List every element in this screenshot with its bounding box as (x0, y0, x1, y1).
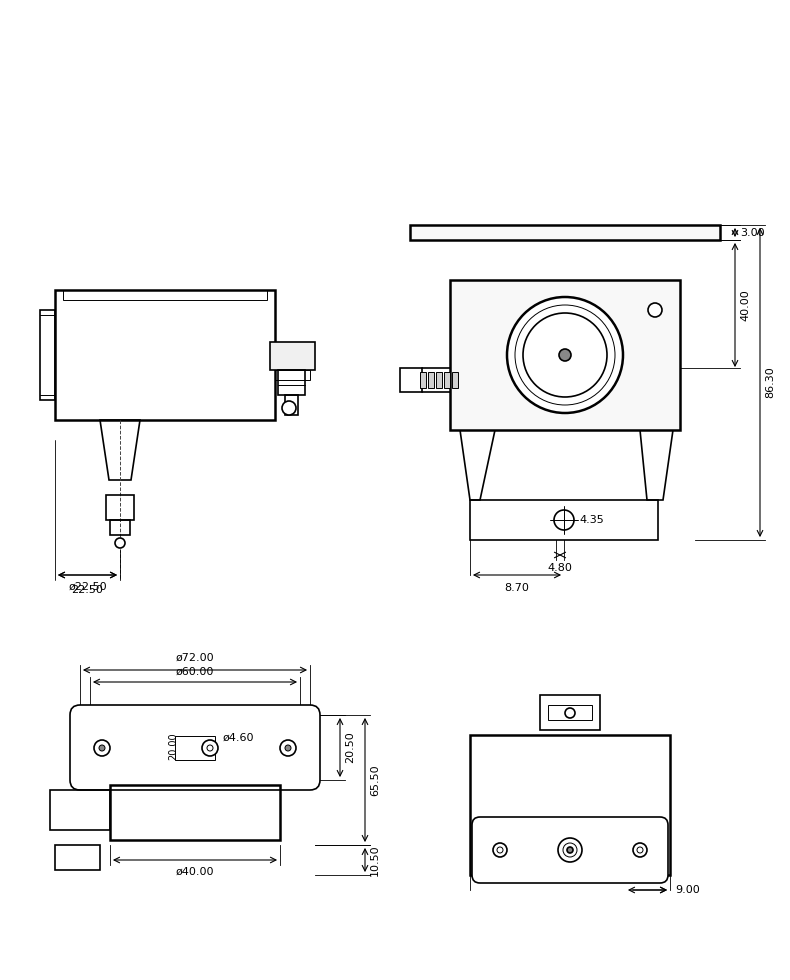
Text: 20.00: 20.00 (168, 732, 178, 760)
Circle shape (507, 297, 623, 413)
Circle shape (515, 305, 615, 405)
Text: 4.35: 4.35 (579, 515, 604, 525)
Bar (110, 520, 130, 535)
Circle shape (633, 843, 647, 857)
Bar (278, 370, 305, 395)
Bar (470, 735, 670, 875)
Circle shape (567, 847, 573, 853)
Bar (450, 280, 680, 430)
Text: 22.50: 22.50 (72, 585, 103, 595)
Text: 9.00: 9.00 (675, 885, 700, 895)
Circle shape (202, 740, 218, 756)
Text: 4.80: 4.80 (547, 563, 573, 573)
Circle shape (637, 847, 643, 853)
Bar (540, 695, 600, 730)
Text: 20.50: 20.50 (345, 732, 355, 763)
Text: ø40.00: ø40.00 (175, 867, 214, 877)
Bar (106, 495, 134, 520)
Circle shape (207, 745, 213, 751)
Bar (548, 705, 592, 720)
Circle shape (94, 740, 110, 756)
Circle shape (280, 740, 296, 756)
Bar (410, 225, 720, 240)
Circle shape (523, 313, 607, 397)
Text: ø4.60: ø4.60 (223, 733, 254, 743)
Circle shape (285, 745, 291, 751)
Circle shape (493, 843, 507, 857)
Bar (428, 372, 434, 388)
Bar (175, 736, 215, 760)
Bar (452, 372, 458, 388)
Bar (420, 372, 426, 388)
Bar (470, 500, 658, 540)
Bar (40, 310, 55, 400)
Text: 86.30: 86.30 (765, 367, 775, 399)
Circle shape (563, 843, 577, 857)
Text: 8.70: 8.70 (505, 583, 529, 593)
Circle shape (282, 401, 296, 415)
Circle shape (115, 538, 125, 548)
Bar (50, 790, 110, 830)
Bar (285, 395, 298, 415)
Bar (110, 785, 280, 840)
Circle shape (558, 838, 582, 862)
Bar (270, 342, 315, 370)
Bar (436, 372, 442, 388)
Text: ø60.00: ø60.00 (176, 667, 214, 677)
Text: 65.50: 65.50 (370, 764, 380, 796)
Circle shape (648, 303, 662, 317)
Text: 10.50: 10.50 (370, 844, 380, 876)
Text: ø22.50: ø22.50 (68, 582, 107, 592)
Circle shape (565, 708, 575, 718)
Circle shape (99, 745, 105, 751)
Text: 40.00: 40.00 (740, 289, 750, 320)
FancyBboxPatch shape (472, 817, 668, 883)
Text: ø72.00: ø72.00 (175, 653, 214, 663)
Circle shape (559, 349, 571, 361)
Bar (444, 372, 450, 388)
FancyBboxPatch shape (70, 705, 320, 790)
Text: 3.00: 3.00 (740, 227, 765, 237)
Bar (55, 290, 275, 420)
Bar (275, 370, 310, 380)
Bar (63, 290, 267, 300)
Circle shape (497, 847, 503, 853)
Circle shape (554, 510, 574, 530)
Bar (55, 845, 100, 870)
